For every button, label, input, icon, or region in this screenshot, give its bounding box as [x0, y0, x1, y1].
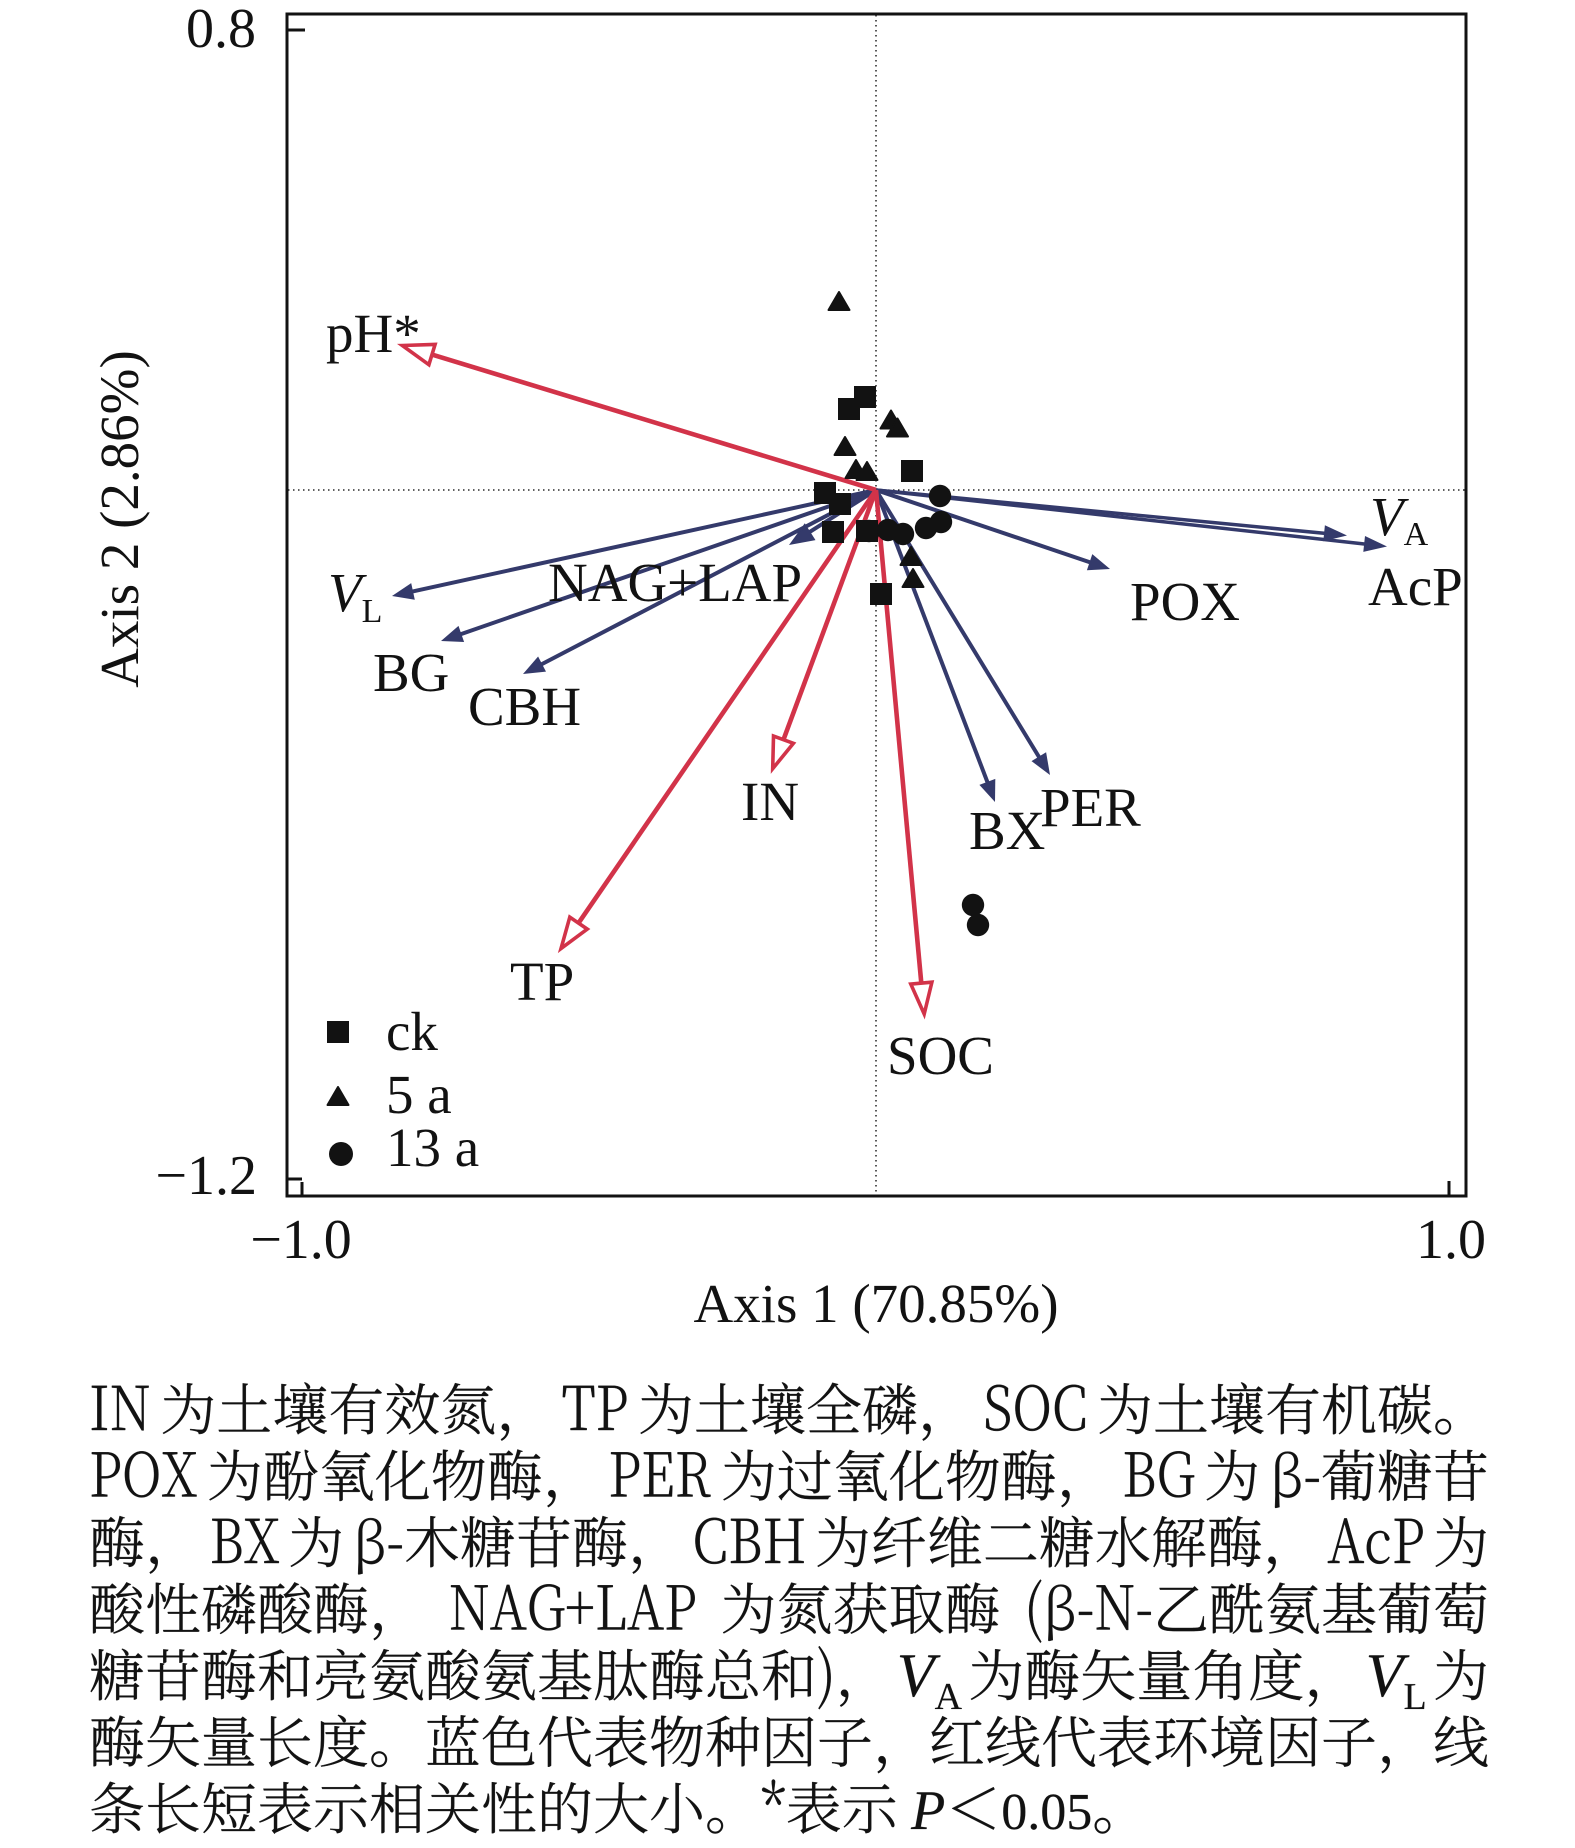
svg-text:−1.0: −1.0	[250, 1209, 352, 1271]
svg-text:0.8: 0.8	[186, 0, 256, 60]
svg-text:CBH: CBH	[468, 676, 581, 737]
svg-text:SOC: SOC	[887, 1025, 994, 1086]
svg-text:5 a: 5 a	[386, 1064, 452, 1125]
svg-text:pH*: pH*	[326, 303, 421, 364]
svg-text:PER: PER	[1040, 777, 1141, 838]
svg-text:NAG+LAP: NAG+LAP	[548, 552, 802, 613]
svg-text:1.0: 1.0	[1416, 1209, 1486, 1271]
svg-text:Axis 2 (2.86%): Axis 2 (2.86%)	[89, 350, 150, 688]
svg-text:TP: TP	[510, 951, 574, 1012]
svg-text:AcP: AcP	[1368, 556, 1463, 617]
svg-text:IN: IN	[741, 771, 799, 832]
svg-text:BG: BG	[373, 642, 449, 703]
svg-text:BX: BX	[969, 800, 1045, 861]
svg-text:Axis 1 (70.85%): Axis 1 (70.85%)	[693, 1273, 1058, 1334]
svg-text:13 a: 13 a	[386, 1117, 479, 1178]
svg-text:VA: VA	[1370, 486, 1429, 553]
svg-text:VL: VL	[328, 562, 382, 630]
svg-text:POX: POX	[1130, 571, 1240, 632]
svg-text:ck: ck	[386, 1001, 438, 1062]
svg-text:−1.2: −1.2	[155, 1145, 257, 1207]
